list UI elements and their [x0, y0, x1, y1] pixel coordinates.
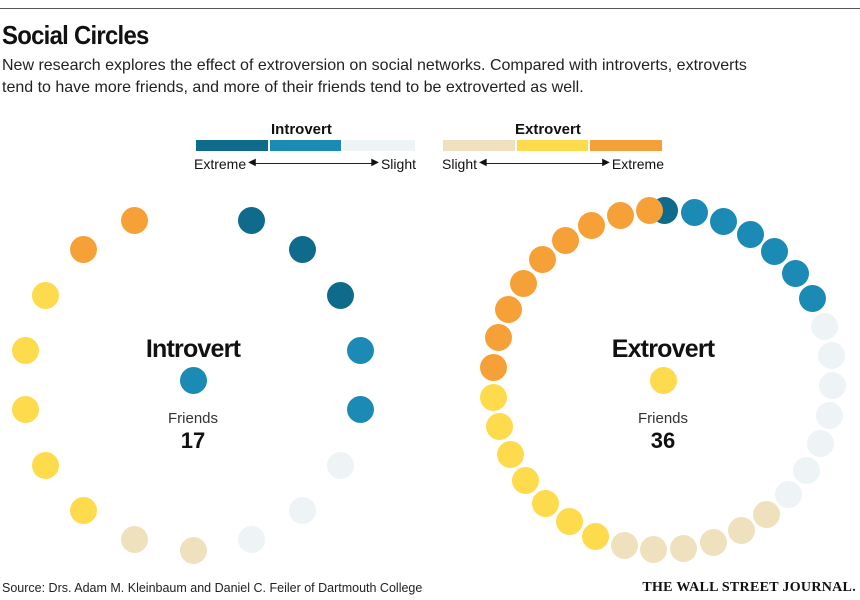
page-title: Social Circles [2, 20, 149, 50]
extrovert-friend-dot [807, 430, 835, 458]
network-diagrams: Introvert Friends 17 Extrovert Friends 3… [0, 190, 860, 575]
legend-introvert-scale: Extreme ◀ ▶ Slight [194, 156, 416, 172]
extrovert-friend-dot [680, 199, 708, 227]
extrovert-friend-dot [736, 220, 764, 248]
introvert-friend-dot [288, 236, 316, 264]
legend-introvert-bar [196, 140, 416, 151]
introvert-friend-dot [237, 526, 265, 554]
extrovert-friend-dot [496, 441, 524, 469]
extrovert-friend-dot [486, 413, 514, 441]
legend-introvert-title: Introvert [271, 121, 332, 138]
extrovert-friend-dot [636, 197, 664, 225]
introvert-friend-dot [32, 451, 60, 479]
introvert-friend-dot [179, 536, 207, 564]
legend-extrovert-swatch-slight [443, 140, 515, 151]
extrovert-center-label: Extrovert Friends 36 [563, 335, 763, 454]
extrovert-friend-dot [578, 212, 606, 240]
legend-extrovert-right-label: Extreme [611, 156, 664, 172]
extrovert-friend-dot [761, 238, 789, 266]
extrovert-friend-dot [479, 353, 507, 381]
legend-introvert-right-label: Slight [380, 156, 416, 172]
extrovert-friends-count: 36 [650, 428, 676, 453]
extrovert-friend-dot [793, 457, 821, 485]
legend-extrovert-swatch-moderate [516, 140, 589, 151]
extrovert-friend-dot [782, 260, 809, 287]
introvert-center-dot [179, 366, 207, 394]
extrovert-friend-dot [610, 531, 638, 559]
introvert-friend-dot [288, 496, 316, 524]
introvert-friend-dot [12, 336, 40, 364]
introvert-friend-dot [12, 396, 40, 424]
extrovert-friend-dot [709, 207, 737, 235]
introvert-network-label: Introvert [145, 335, 241, 363]
extrovert-center-dot [649, 366, 677, 394]
extrovert-friend-dot [532, 489, 560, 517]
page-subtitle: New research explores the effect of extr… [2, 57, 747, 96]
extrovert-friend-dot [606, 202, 634, 230]
legend-introvert-left-label: Extreme [194, 156, 247, 172]
double-arrow-icon: ◀ ▶ [248, 157, 379, 168]
legend-extrovert-left-label: Slight [442, 156, 478, 172]
legend-extrovert-title: Extrovert [515, 121, 581, 138]
extrovert-friend-dot [810, 312, 838, 340]
introvert-friend-dot [326, 281, 354, 309]
introvert-friend-dot [121, 526, 149, 554]
extrovert-friend-dot [670, 535, 698, 563]
extrovert-friend-dot [555, 508, 583, 536]
extrovert-friend-dot [752, 501, 780, 529]
introvert-center-label: Introvert Friends 17 [93, 335, 293, 454]
extrovert-friend-dot [552, 227, 580, 255]
extrovert-friend-dot [484, 323, 512, 351]
extrovert-friend-dot [494, 295, 522, 323]
extrovert-friend-dot [727, 517, 755, 545]
extrovert-friend-dot [775, 481, 803, 509]
extrovert-friend-dot [480, 383, 508, 411]
introvert-friend-dot [70, 496, 98, 524]
extrovert-friend-dot [640, 536, 668, 564]
introvert-friends-count: 17 [180, 428, 206, 453]
extrovert-friend-dot [509, 269, 537, 297]
introvert-friend-dot [326, 451, 354, 479]
introvert-friend-dot [237, 206, 265, 234]
introvert-friend-dot [121, 206, 149, 234]
introvert-friend-dot [346, 336, 374, 364]
legend-introvert-swatch-moderate [269, 140, 342, 151]
extrovert-friend-dot [529, 246, 557, 274]
extrovert-friend-dot [798, 285, 826, 312]
introvert-friends-label: Friends [167, 410, 219, 427]
extrovert-friend-dot [815, 401, 843, 429]
extrovert-friend-dot [817, 341, 845, 369]
extrovert-friend-dot [699, 528, 727, 556]
double-arrow-icon: ◀ ▶ [479, 157, 610, 168]
extrovert-network-label: Extrovert [611, 335, 715, 363]
legend-extrovert-swatch-extreme [590, 140, 663, 151]
introvert-friend-dot [346, 396, 374, 424]
legend-extrovert-bar [443, 140, 663, 151]
extrovert-friend-dot [512, 466, 540, 494]
introvert-friend-dot [70, 236, 98, 264]
legend-introvert-swatch-slight [343, 140, 416, 151]
extrovert-friend-dot [582, 522, 610, 550]
legend-introvert-swatch-extreme [196, 140, 268, 151]
source-note: Source: Drs. Adam M. Kleinbaum and Danie… [2, 581, 423, 595]
top-rule [0, 8, 860, 9]
legend-extrovert-scale: Slight ◀ ▶ Extreme [442, 156, 664, 172]
extrovert-friend-dot [819, 371, 847, 399]
extrovert-friends-label: Friends [637, 410, 689, 427]
publisher-logo: THE WALL STREET JOURNAL. [642, 580, 856, 595]
introvert-friend-dot [32, 281, 60, 309]
